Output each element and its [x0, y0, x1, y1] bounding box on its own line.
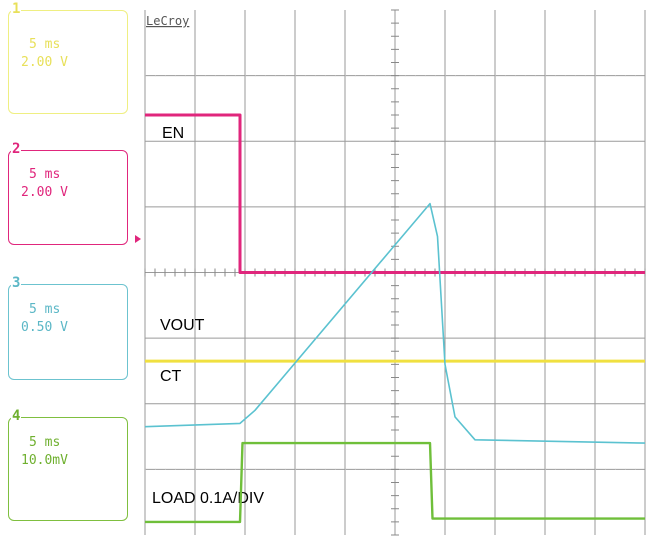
channel-4-scale: 10.0mV	[21, 453, 68, 468]
channel-3-number: 3	[11, 275, 22, 291]
channel-3-timebase: 5 ms	[29, 302, 61, 317]
channel-4-number: 4	[11, 408, 22, 424]
graticule	[144, 9, 646, 536]
channel-1-number: 1	[11, 1, 22, 17]
trace-load	[145, 441, 645, 524]
channel-2-scale: 2.00 V	[21, 185, 68, 200]
channel-4-box: 4 5 ms 10.0mV	[8, 409, 128, 521]
brand-logo: LeCroy	[146, 14, 189, 28]
channel-2-offset-marker-icon	[135, 235, 141, 243]
channel-3-box: 3 5 ms 0.50 V	[8, 276, 128, 380]
trace-en	[145, 113, 645, 274]
channel-2-number: 2	[11, 141, 22, 157]
channel-2-timebase: 5 ms	[29, 167, 61, 182]
channel-2-box: 2 5 ms 2.00 V	[8, 142, 128, 245]
channel-3-scale: 0.50 V	[21, 320, 68, 335]
channel-1-box: 1 5 ms 2.00 V	[8, 2, 128, 114]
channel-1-timebase: 5 ms	[29, 37, 61, 52]
trace-label-vout: VOUT	[160, 317, 205, 334]
trace-label-ct: CT	[160, 368, 182, 385]
trace-ct	[144, 202, 646, 444]
traces	[144, 113, 646, 524]
channel-1-scale: 2.00 V	[21, 55, 68, 70]
trace-label-load: LOAD 0.1A/DIV	[152, 490, 264, 507]
trace-label-en: EN	[162, 125, 184, 142]
channel-4-timebase: 5 ms	[29, 435, 61, 450]
